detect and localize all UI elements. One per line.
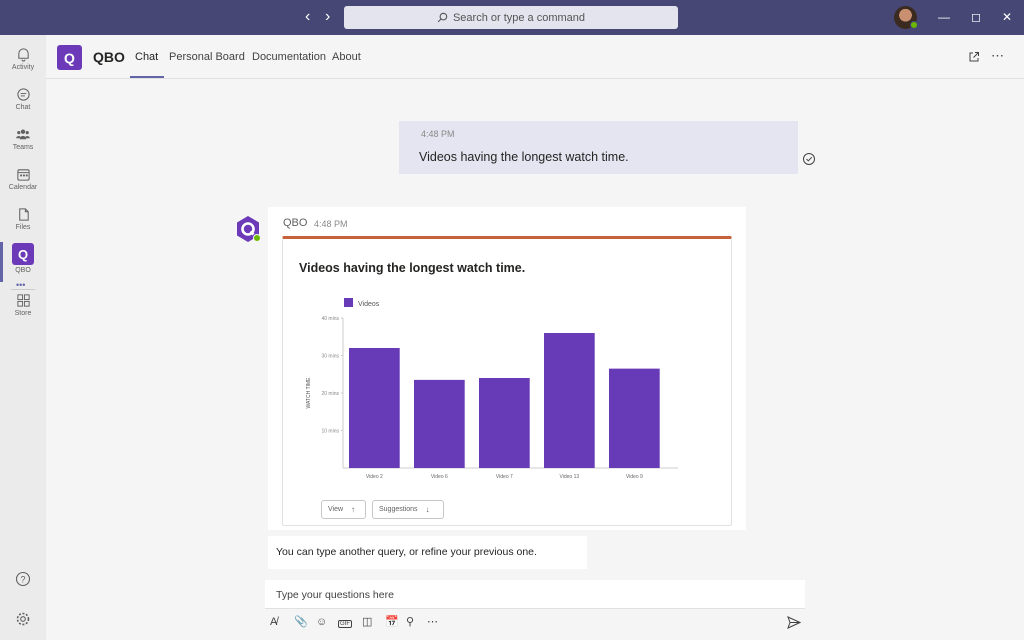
x-tick-label: Video 9 (626, 474, 643, 480)
rail-label: Activity (11, 64, 35, 71)
search-placeholder: Search or type a command (452, 11, 586, 24)
close-icon[interactable]: ✕ (1002, 10, 1013, 24)
more-apps-icon[interactable]: ••• (16, 280, 26, 290)
hint-text: You can type another query, or refine yo… (276, 546, 537, 558)
app-header: Q QBO Chat Personal Board Documentation … (46, 35, 1024, 79)
svg-text:?: ? (20, 575, 25, 585)
suggestions-button-label: Suggestions (379, 506, 418, 513)
rail-item-teams[interactable]: Teams (0, 127, 46, 163)
compose-placeholder: Type your questions here (276, 589, 394, 601)
app-rail: Activity Chat Teams Calendar Files Q QBO… (0, 35, 46, 640)
legend-label: Videos (358, 301, 380, 308)
emoji-icon[interactable]: ☺ (316, 616, 328, 628)
bar (609, 368, 660, 468)
y-tick-label: 20 mins (321, 391, 339, 397)
rail-item-calendar[interactable]: Calendar (0, 167, 46, 203)
format-icon[interactable]: A̸ (270, 616, 278, 628)
more-options-icon[interactable]: ⋯ (991, 48, 1004, 63)
title-bar: ‹ › Search or type a command — ◻ ✕ (0, 0, 1024, 35)
rail-label: Calendar (8, 184, 38, 191)
rail-item-files[interactable]: Files (0, 207, 46, 243)
search-input[interactable]: Search or type a command (344, 6, 678, 29)
suggestions-button[interactable]: Suggestions ↓ (372, 500, 444, 519)
gif-label: GIF (338, 620, 352, 628)
rail-divider (11, 289, 35, 290)
bar (349, 348, 400, 468)
bar (544, 333, 595, 468)
user-message: 4:48 PM Videos having the longest watch … (399, 121, 798, 174)
read-receipt-icon (803, 153, 815, 165)
x-tick-label: Video 7 (496, 474, 513, 480)
y-axis-label: WATCH TIME (306, 377, 312, 409)
rail-item-store[interactable]: Store (0, 293, 46, 329)
tab-about[interactable]: About (332, 51, 361, 63)
x-tick-label: Video 13 (560, 474, 580, 480)
arrow-up-icon: ↑ (351, 505, 356, 514)
chevron-right-icon[interactable]: › (325, 8, 331, 25)
calendar-icon (16, 169, 30, 181)
more-options-icon[interactable]: ⋯ (427, 616, 438, 628)
qbo-bot-avatar-icon (237, 216, 261, 242)
adaptive-card: Videos having the longest watch time. Vi… (282, 236, 732, 526)
app-name: QBO (93, 49, 125, 65)
qbo-icon: Q (12, 243, 34, 265)
message-text: Videos having the longest watch time. (419, 150, 629, 164)
bell-icon (17, 48, 29, 62)
attach-icon[interactable]: 📎 (294, 616, 308, 628)
card-title: Videos having the longest watch time. (299, 261, 526, 275)
minimize-icon[interactable]: — (938, 10, 950, 24)
apps-icon (16, 294, 30, 307)
sender-name: QBO (283, 217, 308, 229)
help-icon[interactable]: ? (15, 571, 31, 587)
schedule-meeting-icon[interactable]: 📅 (385, 616, 399, 628)
teams-icon (15, 129, 31, 140)
compose-box[interactable]: Type your questions here (265, 580, 805, 609)
popout-icon[interactable] (968, 51, 980, 63)
x-tick-label: Video 2 (366, 474, 383, 480)
rail-label: QBO (15, 267, 31, 274)
rail-item-qbo[interactable]: Q QBO (0, 243, 46, 279)
message-time: 4:48 PM (314, 219, 348, 229)
settings-icon[interactable] (15, 611, 31, 627)
bar (414, 379, 465, 468)
rail-item-chat[interactable]: Chat (0, 87, 46, 123)
maximize-icon[interactable]: ◻ (971, 10, 981, 24)
search-icon (437, 12, 448, 23)
legend-swatch (344, 298, 353, 307)
tab-documentation[interactable]: Documentation (252, 51, 326, 63)
rail-item-activity[interactable]: Activity (0, 47, 46, 83)
chevron-left-icon[interactable]: ‹ (305, 8, 311, 25)
y-tick-label: 30 mins (321, 354, 339, 360)
active-tab-indicator (130, 76, 164, 78)
file-icon (18, 208, 29, 221)
arrow-down-icon: ↓ (425, 505, 430, 514)
hint-message: You can type another query, or refine yo… (268, 536, 587, 569)
bar (479, 378, 530, 468)
sticker-icon[interactable]: ◫ (362, 616, 373, 628)
x-tick-label: Video 6 (431, 474, 448, 480)
chat-icon (16, 88, 30, 101)
tab-personal-board[interactable]: Personal Board (169, 51, 245, 63)
send-icon[interactable] (787, 616, 801, 629)
tab-chat[interactable]: Chat (135, 51, 159, 63)
active-indicator (0, 242, 3, 282)
status-available-icon (910, 21, 918, 29)
view-button[interactable]: View ↑ (321, 500, 366, 519)
message-time: 4:48 PM (421, 129, 455, 139)
gif-icon[interactable]: GIF (338, 615, 352, 631)
rail-label: Files (15, 224, 31, 231)
y-tick-label: 40 mins (321, 316, 339, 322)
view-button-label: View (328, 506, 344, 513)
bar-chart: Videos WATCH TIME 10 mins 20 mins 30 mins 40 … (306, 298, 678, 480)
rail-label: Store (14, 310, 32, 317)
qbo-logo-icon: Q (57, 45, 82, 70)
bot-message: QBO 4:48 PM Videos having the longest wa… (268, 207, 746, 530)
rail-label: Chat (15, 104, 31, 111)
praise-icon[interactable]: ⚲ (406, 616, 415, 628)
rail-label: Teams (12, 144, 34, 151)
y-tick-label: 10 mins (321, 429, 339, 435)
